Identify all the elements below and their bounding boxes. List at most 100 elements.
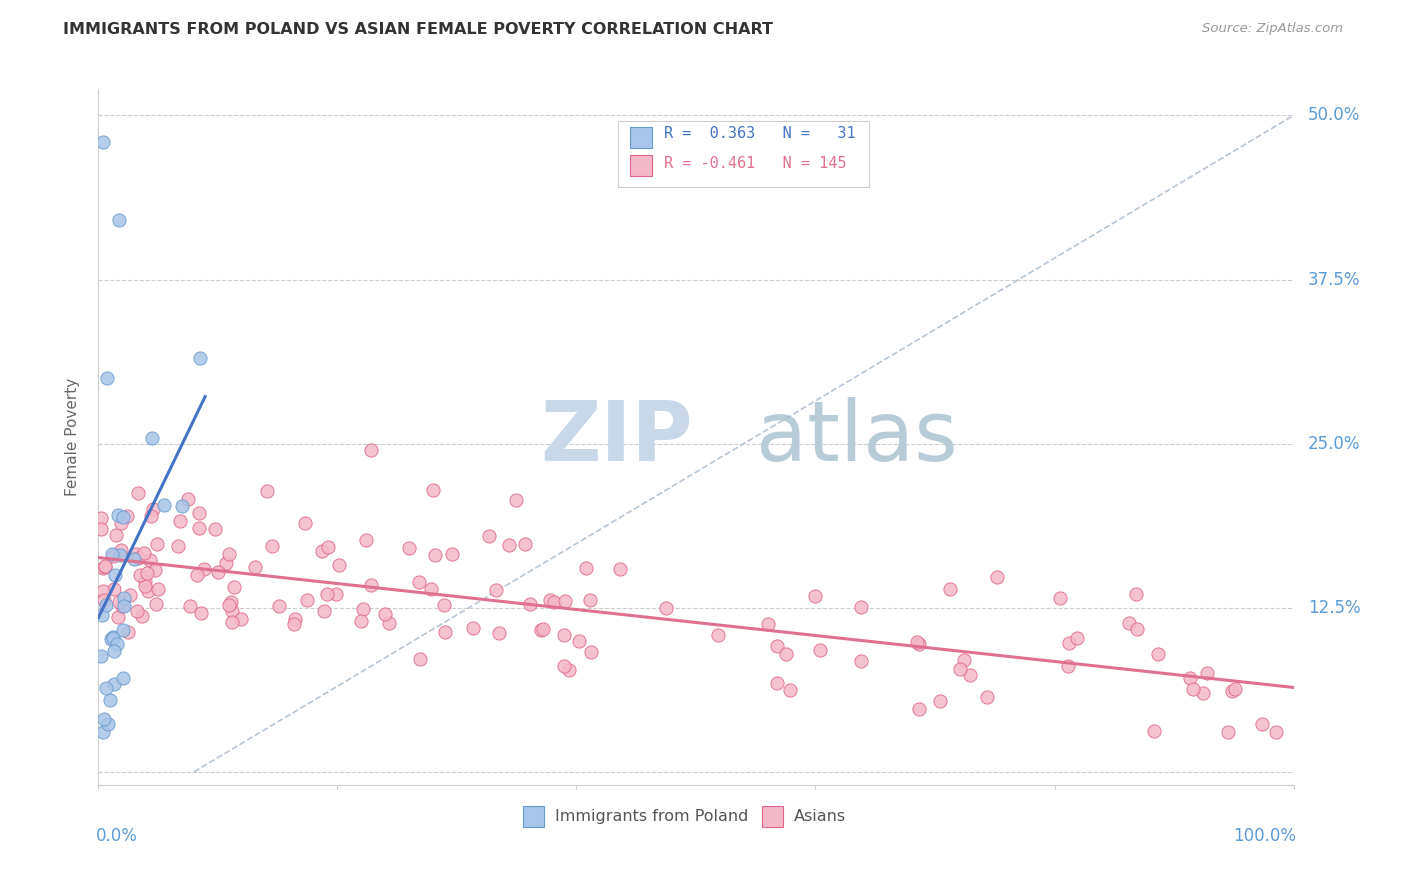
Point: [115, 508, 138, 523]
Point: [167, 539, 190, 553]
Point: [221, 615, 243, 629]
Point: [172, 499, 194, 513]
Point: [328, 558, 350, 572]
Point: [808, 642, 831, 657]
Point: [779, 682, 801, 697]
Point: [103, 549, 125, 563]
Point: [269, 599, 291, 614]
Point: [143, 563, 166, 577]
Point: [398, 541, 420, 555]
Point: [148, 582, 170, 596]
Point: [530, 624, 553, 638]
Point: [103, 644, 125, 658]
Point: [1192, 686, 1215, 700]
Point: [488, 626, 510, 640]
Point: [350, 614, 373, 628]
Point: [243, 560, 266, 574]
Point: [461, 621, 484, 635]
Text: Asians: Asians: [794, 809, 846, 824]
Point: [222, 580, 245, 594]
Point: [221, 604, 243, 618]
Point: [108, 595, 131, 609]
Point: [316, 540, 339, 554]
Point: [314, 604, 336, 618]
Point: [423, 548, 446, 562]
Point: [136, 584, 159, 599]
Point: [1264, 725, 1286, 739]
Point: [136, 566, 159, 580]
Point: [139, 509, 162, 524]
Point: [284, 612, 307, 626]
Point: [851, 654, 873, 668]
Point: [117, 625, 139, 640]
Point: [374, 607, 396, 621]
Point: [90, 511, 112, 525]
Point: [441, 547, 464, 561]
Point: [756, 617, 779, 632]
Point: [908, 637, 931, 651]
Point: [91, 135, 114, 149]
Point: [1125, 587, 1147, 601]
Text: atlas: atlas: [756, 397, 957, 477]
Point: [142, 501, 165, 516]
Point: [91, 725, 114, 739]
Point: [567, 634, 589, 648]
Point: [104, 527, 127, 541]
Point: [107, 508, 129, 522]
Point: [1251, 717, 1274, 731]
Point: [101, 631, 124, 645]
Point: [145, 537, 167, 551]
FancyBboxPatch shape: [762, 805, 783, 827]
Point: [849, 600, 872, 615]
Point: [111, 623, 134, 637]
Point: [94, 681, 117, 695]
Text: 25.0%: 25.0%: [1308, 434, 1361, 452]
Point: [579, 645, 602, 659]
Point: [145, 598, 167, 612]
Point: [939, 582, 962, 597]
Point: [422, 483, 444, 497]
Point: [179, 599, 201, 613]
Point: [193, 562, 215, 576]
Point: [433, 598, 456, 612]
Point: [91, 584, 114, 599]
Point: [187, 521, 209, 535]
Point: [101, 630, 124, 644]
Point: [105, 637, 128, 651]
Point: [485, 583, 508, 598]
Point: [297, 593, 319, 607]
Point: [531, 622, 554, 636]
Point: [908, 702, 931, 716]
Point: [134, 574, 156, 589]
FancyBboxPatch shape: [523, 805, 544, 827]
Point: [1225, 682, 1247, 697]
Point: [215, 556, 238, 570]
Point: [125, 548, 148, 562]
Point: [1182, 681, 1205, 696]
Point: [986, 570, 1008, 584]
Point: [707, 628, 730, 642]
Point: [100, 547, 122, 561]
Point: [949, 661, 972, 675]
Point: [219, 595, 242, 609]
Point: [141, 430, 163, 444]
Text: 50.0%: 50.0%: [1308, 106, 1360, 125]
Point: [103, 582, 125, 596]
Point: [1118, 616, 1140, 631]
Point: [315, 587, 337, 601]
Point: [543, 595, 565, 609]
Point: [188, 351, 211, 366]
Point: [959, 667, 981, 681]
Point: [229, 612, 252, 626]
Point: [354, 533, 377, 547]
Text: 12.5%: 12.5%: [1308, 599, 1361, 616]
Point: [108, 213, 131, 227]
Point: [256, 484, 278, 499]
FancyBboxPatch shape: [630, 155, 652, 177]
Point: [132, 546, 155, 560]
Point: [97, 716, 120, 731]
Point: [104, 568, 127, 582]
Point: [1057, 635, 1080, 649]
Point: [553, 628, 575, 642]
Point: [90, 522, 112, 536]
